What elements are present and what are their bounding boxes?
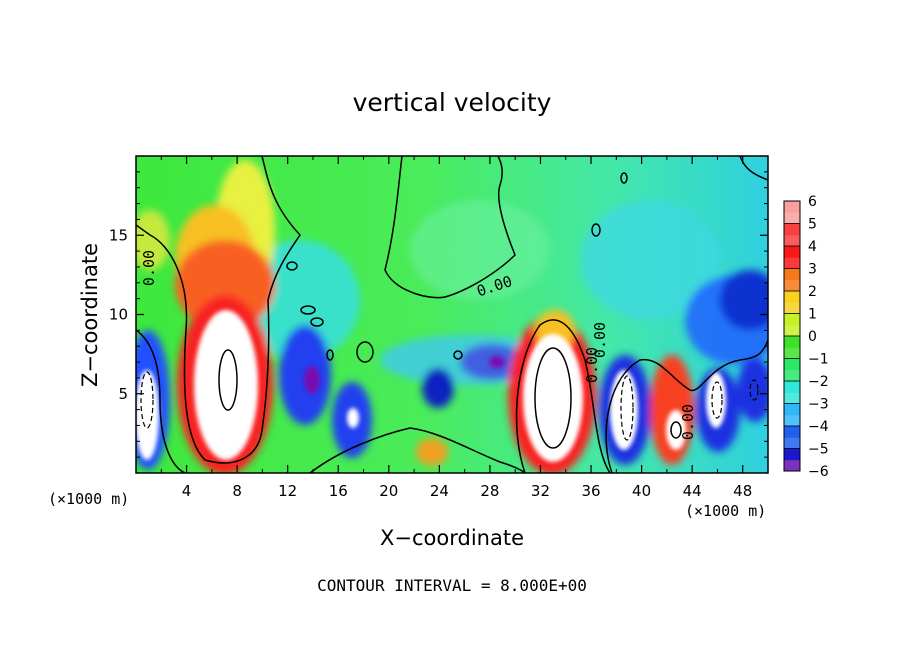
colorbar-tick-label: 1 xyxy=(808,307,817,323)
x-axis-label: X−coordinate xyxy=(380,526,524,550)
x-tick-label: 40 xyxy=(632,482,651,500)
x-tick-label: 8 xyxy=(232,482,242,500)
y-axis-ticks: 5 10 15 xyxy=(109,171,768,458)
y-tick-label: 15 xyxy=(109,226,128,244)
colorbar-band xyxy=(784,201,800,224)
colorbar-tick-label: −4 xyxy=(808,419,829,435)
x-axis-ticks: 4 8 12 16 20 24 28 32 36 40 44 48 xyxy=(160,156,752,500)
y-tick-label: 5 xyxy=(118,385,128,403)
colorbar-tick-label: 5 xyxy=(808,217,817,233)
colorbar-tick-label: −3 xyxy=(808,397,829,413)
x-tick-label: 20 xyxy=(379,482,398,500)
x-tick-label: 24 xyxy=(430,482,449,500)
y-tick-label: 10 xyxy=(109,306,128,324)
contour-label: 0.00 xyxy=(140,250,158,286)
colorbar-band xyxy=(784,268,800,292)
colorbar-tick-label: −2 xyxy=(808,374,829,390)
negative-contours xyxy=(140,371,759,441)
x-tick-label: 36 xyxy=(581,482,600,500)
colorbar-tick-label: 3 xyxy=(808,262,817,278)
chart-title: vertical velocity xyxy=(352,88,552,117)
colorbar-band xyxy=(784,223,800,247)
colorbar-band xyxy=(784,291,800,314)
colorbar: 6 5 4 3 2 1 0 −1 −2 −3 −4 −5 −6 xyxy=(783,194,829,480)
contour-lines xyxy=(136,156,768,473)
colorbar-tick-label: 2 xyxy=(808,284,817,300)
contour-label: 0.00 xyxy=(679,404,697,440)
x-tick-label: 44 xyxy=(683,482,702,500)
colorbar-band xyxy=(784,358,800,382)
colorbar-tick-label: −6 xyxy=(808,464,829,480)
heatmap-field xyxy=(136,156,768,473)
colorbar-band xyxy=(784,336,800,359)
colorbar-band xyxy=(784,403,800,427)
colorbar-tick-label: 6 xyxy=(808,194,817,210)
colorbar-band xyxy=(784,381,800,404)
x-unit-label-right: (×1000 m) xyxy=(685,502,767,520)
colorbar-tick-label: −5 xyxy=(808,442,829,458)
x-tick-label: 28 xyxy=(480,482,499,500)
x-tick-label: 16 xyxy=(329,482,348,500)
colorbar-band xyxy=(784,246,800,269)
x-tick-label: 32 xyxy=(531,482,550,500)
colorbar-band xyxy=(784,313,800,337)
colorbar-tick-label: 4 xyxy=(808,239,817,255)
contour-label: 0.00 xyxy=(591,322,609,358)
x-tick-label: 4 xyxy=(182,482,192,500)
contour-label: 0.00 xyxy=(583,347,601,383)
contour-interval-note: CONTOUR INTERVAL = 8.000E+00 xyxy=(317,576,587,595)
colorbar-tick-label: −1 xyxy=(808,352,829,368)
colorbar-band xyxy=(784,448,800,472)
x-unit-label-left: (×1000 m) xyxy=(48,490,130,508)
x-tick-label: 12 xyxy=(278,482,297,500)
colorbar-tick-label: 0 xyxy=(808,329,817,345)
colorbar-band xyxy=(784,426,800,449)
x-tick-label: 48 xyxy=(733,482,752,500)
